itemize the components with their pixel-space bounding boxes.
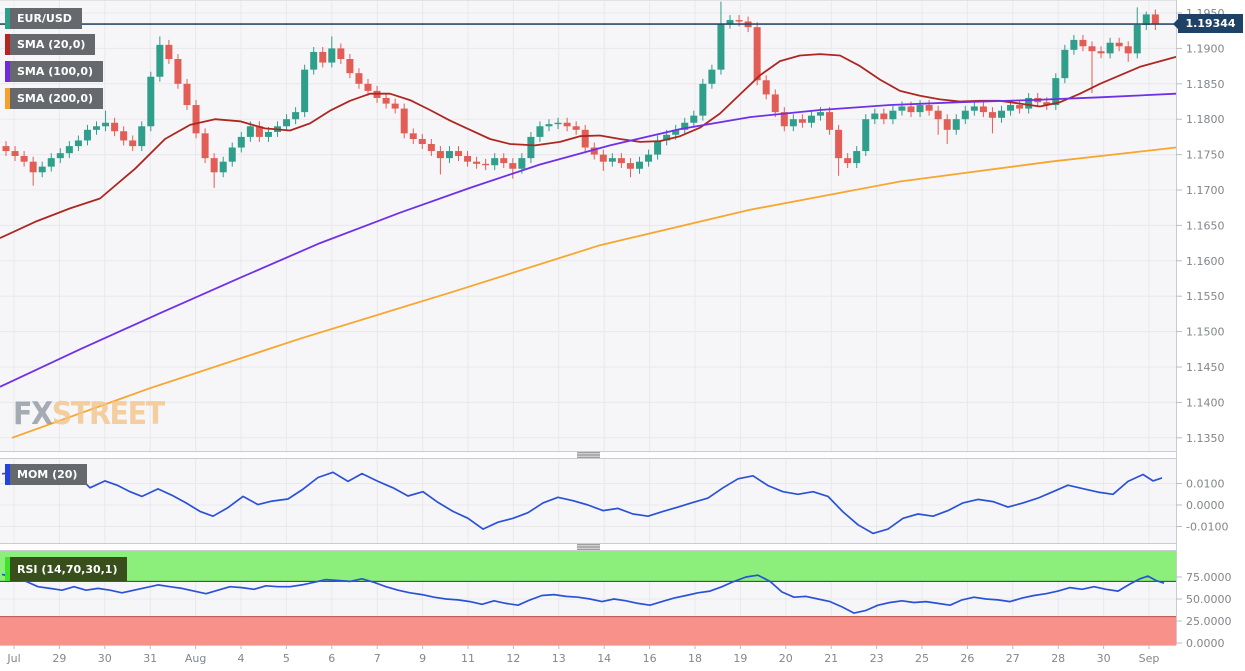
axis-label: 14 <box>597 652 611 665</box>
legend-sma-200[interactable]: SMA (200,0) <box>5 88 104 109</box>
axis-label: 0.0000 <box>1186 637 1225 650</box>
axis-label: 6 <box>328 652 335 665</box>
axis-label: 4 <box>238 652 245 665</box>
time-axis-gutter <box>0 645 1176 671</box>
axis-label: 30 <box>1097 652 1111 665</box>
sma20-label: SMA (20,0) <box>17 38 86 51</box>
axis-label: 1.1450 <box>1186 361 1225 374</box>
axis-label: 16 <box>643 652 657 665</box>
rsi-line <box>1 573 1165 614</box>
axis-label: 1.1850 <box>1186 78 1225 91</box>
panel-divider[interactable] <box>0 451 1176 459</box>
axis-label: 1.1550 <box>1186 290 1225 303</box>
axis-label: 11 <box>461 652 475 665</box>
axis-label: 9 <box>419 652 426 665</box>
mom-color-bar <box>5 464 10 485</box>
axis-label: 27 <box>1006 652 1020 665</box>
panel-divider[interactable] <box>0 543 1176 551</box>
sma100-color-bar <box>5 61 10 82</box>
divider-grip-icon[interactable] <box>577 452 600 458</box>
axis-label: 25 <box>915 652 929 665</box>
axis-label: 29 <box>52 652 66 665</box>
axis-label: 23 <box>870 652 884 665</box>
axis-label: Jul <box>6 652 20 665</box>
axis-label: 20 <box>779 652 793 665</box>
axis-label: 5 <box>283 652 290 665</box>
axis-label: 1.1700 <box>1186 184 1225 197</box>
sma200-label: SMA (200,0) <box>17 92 94 105</box>
sma20-color-bar <box>5 34 10 55</box>
axis-label: 31 <box>143 652 157 665</box>
axis-label: 75.0000 <box>1186 571 1232 584</box>
current-price-badge: 1.19344 <box>1178 14 1243 33</box>
axis-label: 13 <box>552 652 566 665</box>
axis-label: 1.1600 <box>1186 255 1225 268</box>
axis-label: 0.0100 <box>1186 478 1225 491</box>
candles-layer <box>2 1 1159 188</box>
axis-label: Sep <box>1139 652 1160 665</box>
rsi-color-bar <box>5 557 10 581</box>
price-axis-gutter <box>1176 0 1245 671</box>
mom-label-text: MOM (20) <box>17 468 78 481</box>
axis-label: 18 <box>688 652 702 665</box>
pair-color-bar <box>5 8 10 29</box>
axis-label: 28 <box>1051 652 1065 665</box>
rsi-label-text: RSI (14,70,30,1) <box>17 562 118 576</box>
axis-label: 19 <box>733 652 747 665</box>
current-price-value: 1.19344 <box>1185 17 1236 30</box>
price-axis: 1.19501.19001.18501.18001.17501.17001.16… <box>1176 7 1232 650</box>
sma200-color-bar <box>5 88 10 109</box>
legend-rsi[interactable]: RSI (14,70,30,1) <box>5 557 128 581</box>
mom-line <box>1 466 1163 535</box>
pair-label: EUR/USD <box>17 12 72 25</box>
axis-label: 50.0000 <box>1186 593 1232 606</box>
axis-label: 25.0000 <box>1186 615 1232 628</box>
axis-label: 7 <box>374 652 381 665</box>
legend-sma-100[interactable]: SMA (100,0) <box>5 61 104 82</box>
axis-label: 1.1650 <box>1186 219 1225 232</box>
axis-label: 0.0000 <box>1186 499 1225 512</box>
axis-label: 12 <box>506 652 520 665</box>
axis-label: 30 <box>98 652 112 665</box>
axis-label: 1.1800 <box>1186 113 1225 126</box>
divider-grip-icon[interactable] <box>577 544 600 550</box>
axis-label: 1.1350 <box>1186 432 1225 445</box>
legend-pair[interactable]: EUR/USD <box>5 8 82 29</box>
axis-label: 1.1750 <box>1186 149 1225 162</box>
axis-label: 1.1400 <box>1186 396 1225 409</box>
axis-label: -0.0100 <box>1186 521 1228 534</box>
time-axis: Jul 29 30 31 Aug 4 5 6 7 9 11 12 13 14 16 18 19 20 21 23 25 2… <box>6 645 1159 665</box>
rsi-bands <box>0 551 1176 645</box>
legend-mom[interactable]: MOM (20) <box>5 464 88 485</box>
sma-line-1 <box>0 92 1177 388</box>
sma100-label: SMA (100,0) <box>17 65 94 78</box>
axis-label: 1.1500 <box>1186 326 1225 339</box>
legend-sma-20[interactable]: SMA (20,0) <box>5 34 96 55</box>
gridlines <box>0 0 1176 645</box>
axis-label: 1.1900 <box>1186 42 1225 55</box>
axis-label: 21 <box>824 652 838 665</box>
axis-label: 26 <box>960 652 974 665</box>
sma-line-2 <box>11 146 1177 439</box>
axis-label: Aug <box>185 652 206 665</box>
